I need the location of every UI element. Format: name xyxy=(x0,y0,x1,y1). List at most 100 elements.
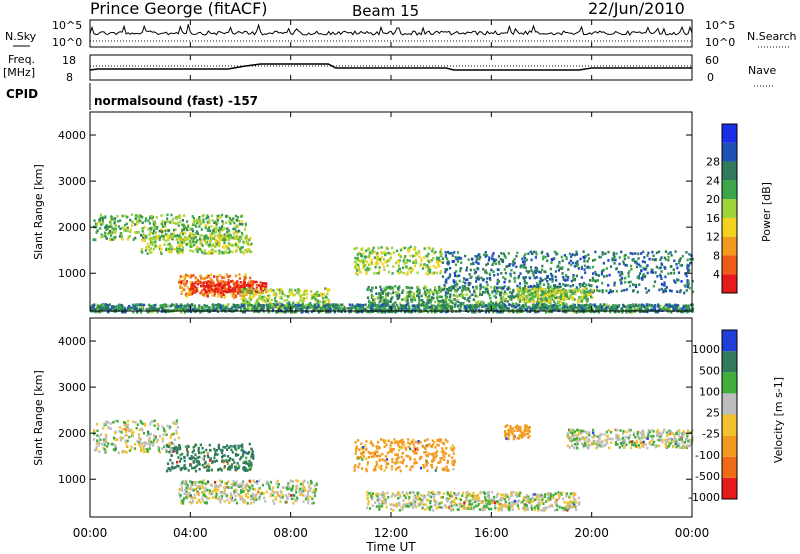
echo-cell xyxy=(436,262,440,266)
echo-cell xyxy=(219,304,222,308)
echo-cell xyxy=(666,307,669,311)
echo-cell xyxy=(109,218,112,222)
echo-cell xyxy=(383,288,386,292)
echo-cell xyxy=(492,270,495,273)
echo-cell xyxy=(489,278,492,282)
echo-cell xyxy=(187,290,191,294)
echo-cell xyxy=(445,296,448,300)
echo-cell xyxy=(221,234,224,238)
echo-cell xyxy=(334,303,337,306)
echo-cell xyxy=(670,265,673,268)
echo-cell xyxy=(362,258,365,262)
echo-cell xyxy=(119,307,122,311)
echo-cell xyxy=(205,285,208,288)
echo-cell xyxy=(563,298,566,301)
echo-cell xyxy=(149,251,152,254)
echo-cell xyxy=(686,281,689,285)
echo-cell xyxy=(299,295,302,298)
echo-cell xyxy=(141,304,144,308)
echo-cell xyxy=(384,295,387,299)
echo-cell xyxy=(677,261,681,265)
echo-cell xyxy=(189,228,192,232)
echo-cell xyxy=(141,306,144,309)
echo-cell xyxy=(411,310,414,314)
echo-cell xyxy=(426,259,429,262)
echo-cell xyxy=(567,309,570,312)
echo-cell xyxy=(512,260,515,263)
echo-cell xyxy=(126,215,129,219)
echo-cell xyxy=(590,295,593,299)
echo-cell xyxy=(220,289,223,292)
echo-cell xyxy=(674,303,677,307)
echo-cell xyxy=(427,252,430,256)
echo-cell xyxy=(266,290,269,294)
colorbar-tick-label: 4 xyxy=(713,268,720,281)
echo-cell xyxy=(141,442,144,445)
echo-cell xyxy=(180,238,183,241)
echo-cell xyxy=(520,305,523,308)
echo-cell xyxy=(381,296,384,299)
echo-cell xyxy=(378,266,381,269)
echo-cell xyxy=(501,258,505,262)
echo-cell xyxy=(662,289,665,293)
echo-cell xyxy=(672,268,675,271)
echo-cell xyxy=(498,310,501,314)
echo-cell xyxy=(218,273,221,277)
echo-cell xyxy=(297,301,300,305)
echo-cell xyxy=(595,285,599,289)
echo-cell xyxy=(222,222,225,226)
echo-cell xyxy=(582,250,585,253)
echo-cell xyxy=(601,281,604,285)
echo-cell xyxy=(587,257,590,260)
echo-cell xyxy=(609,288,612,292)
echo-cell xyxy=(503,280,506,284)
echo-cell xyxy=(458,256,461,259)
echo-cell xyxy=(240,231,244,235)
echo-cell xyxy=(149,443,152,447)
echo-cell xyxy=(121,307,124,311)
echo-cell xyxy=(418,304,421,307)
echo-cell xyxy=(163,429,166,432)
echo-cell xyxy=(651,308,654,312)
echo-cell xyxy=(119,436,122,440)
echo-cell xyxy=(436,304,440,308)
echo-cell xyxy=(112,227,115,230)
echo-cell xyxy=(515,254,518,258)
echo-cell xyxy=(573,278,576,282)
echo-cell xyxy=(371,295,374,298)
echo-cell xyxy=(126,445,129,448)
echo-cell xyxy=(514,305,517,309)
echo-cell xyxy=(480,276,483,280)
echo-cell xyxy=(241,250,244,254)
echo-cell xyxy=(311,306,314,310)
echo-cell xyxy=(218,288,221,292)
echo-cell xyxy=(106,307,109,310)
echo-cell xyxy=(584,307,587,310)
echo-cell xyxy=(372,246,375,250)
echo-cell xyxy=(405,261,408,264)
echo-cell xyxy=(218,283,222,286)
echo-cell xyxy=(635,260,638,263)
echo-cell xyxy=(359,260,362,264)
echo-cell xyxy=(241,223,244,226)
echo-cell xyxy=(102,438,105,442)
echo-cell xyxy=(118,235,122,238)
echo-cell xyxy=(351,306,354,309)
echo-cell xyxy=(421,299,424,302)
echo-cell xyxy=(523,287,526,290)
echo-cell xyxy=(381,310,384,314)
echo-cell xyxy=(325,308,328,312)
echo-cell xyxy=(504,277,507,281)
echo-cell xyxy=(585,300,588,304)
echo-cell xyxy=(644,306,647,310)
echo-cell xyxy=(199,310,202,314)
echo-cell xyxy=(305,308,308,312)
echo-cell xyxy=(124,309,127,312)
echo-cell xyxy=(472,262,475,266)
echo-cell xyxy=(549,302,552,305)
echo-cell xyxy=(578,306,581,310)
echo-cell xyxy=(205,217,208,220)
echo-cell xyxy=(541,264,544,268)
echo-cell xyxy=(165,448,168,452)
echo-cell xyxy=(450,251,453,255)
